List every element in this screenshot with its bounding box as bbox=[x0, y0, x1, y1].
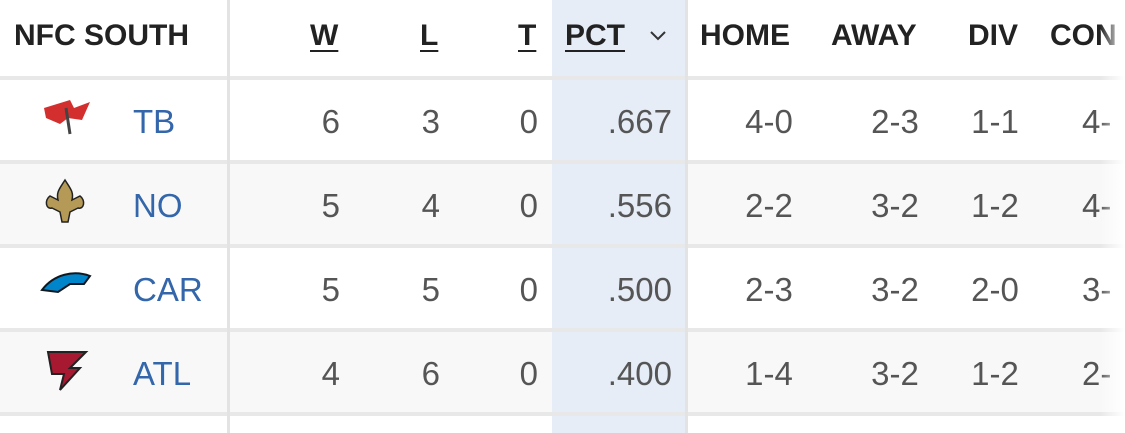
row-divider bbox=[0, 412, 1125, 416]
table-cell: 1-4 bbox=[745, 355, 793, 392]
table-cell: 1-2 bbox=[971, 355, 1019, 392]
table-cell: 3-2 bbox=[871, 271, 919, 308]
row-divider bbox=[0, 244, 1125, 248]
team-link[interactable]: ATL bbox=[133, 355, 192, 392]
column-header[interactable]: T bbox=[518, 19, 537, 52]
team-logo bbox=[40, 272, 92, 294]
row-divider bbox=[0, 76, 1125, 80]
team-link[interactable]: TB bbox=[133, 103, 176, 140]
column-header[interactable]: PCT bbox=[565, 19, 625, 52]
table-cell: 3-2 bbox=[871, 187, 919, 224]
table-cell: .400 bbox=[607, 355, 672, 392]
table-cell: 2-2 bbox=[745, 187, 793, 224]
table-cell: 0 bbox=[519, 271, 538, 308]
table-cell: 5 bbox=[421, 271, 440, 308]
sort-chevron[interactable] bbox=[648, 26, 668, 46]
table-cell: 5 bbox=[321, 187, 340, 224]
table-cell: 1-2 bbox=[971, 187, 1019, 224]
table-cell: 6 bbox=[321, 103, 340, 140]
team-logo bbox=[45, 178, 85, 223]
table-cell: 2-3 bbox=[745, 271, 793, 308]
table-cell: 0 bbox=[519, 103, 538, 140]
table-cell: .667 bbox=[607, 103, 672, 140]
row-divider bbox=[0, 160, 1125, 164]
table-cell: 3-2 bbox=[871, 355, 919, 392]
table-cell: 0 bbox=[519, 355, 538, 392]
table-cell: 4-0 bbox=[745, 103, 793, 140]
column-divider bbox=[227, 0, 230, 433]
team-logo bbox=[46, 351, 89, 391]
table-cell: 2-3 bbox=[871, 103, 919, 140]
column-header[interactable]: L bbox=[420, 19, 439, 52]
edge-fade bbox=[1100, 0, 1125, 433]
team-logo bbox=[44, 100, 90, 135]
table-cell: 5 bbox=[321, 271, 340, 308]
table-cell: .556 bbox=[607, 187, 672, 224]
division-header: NFC SOUTH bbox=[14, 19, 189, 52]
column-header: HOME bbox=[700, 19, 790, 52]
team-link[interactable]: CAR bbox=[133, 271, 203, 308]
row-divider bbox=[0, 328, 1125, 332]
table-cell: .500 bbox=[607, 271, 672, 308]
column-header: AWAY bbox=[831, 19, 917, 52]
table-cell: 2-0 bbox=[971, 271, 1019, 308]
column-divider bbox=[685, 0, 688, 433]
table-cell: 6 bbox=[421, 355, 440, 392]
table-cell: 1-1 bbox=[971, 103, 1019, 140]
table-cell: 4 bbox=[321, 355, 340, 392]
table-cell: 0 bbox=[519, 187, 538, 224]
table-cell: 3 bbox=[421, 103, 440, 140]
sorted-column-highlight bbox=[552, 0, 686, 433]
table-cell: 4 bbox=[421, 187, 440, 224]
team-link[interactable]: NO bbox=[133, 187, 183, 224]
column-header[interactable]: W bbox=[310, 19, 339, 52]
column-header: DIV bbox=[968, 19, 1019, 52]
